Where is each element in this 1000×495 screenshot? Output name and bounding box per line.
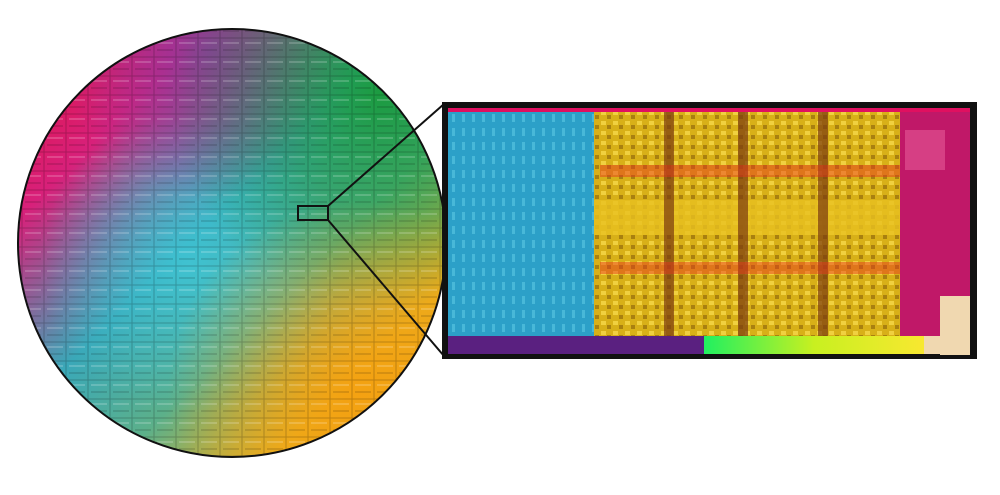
wafer — [18, 29, 446, 457]
zoom-line — [327, 103, 445, 207]
die — [444, 104, 975, 357]
die-border — [442, 102, 977, 359]
zoom-box — [297, 205, 329, 221]
zoom-line — [327, 219, 445, 357]
